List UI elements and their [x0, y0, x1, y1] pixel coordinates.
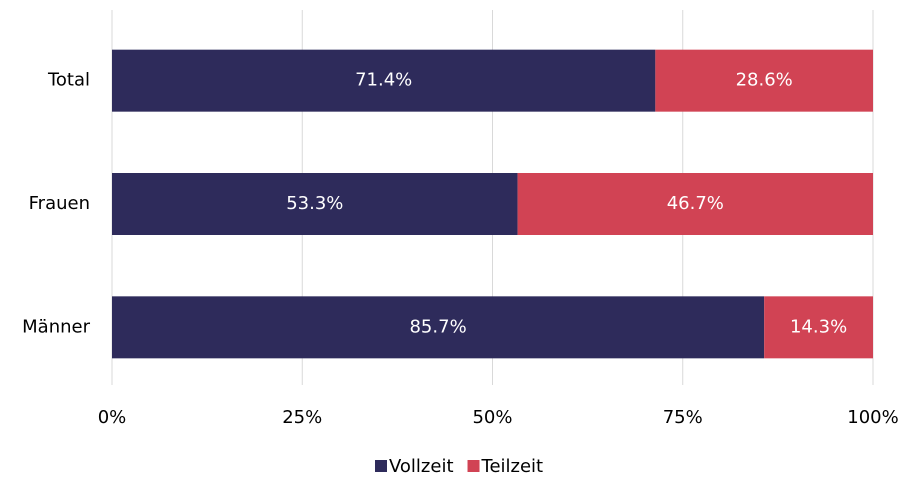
legend-swatch	[467, 460, 480, 472]
bar-segment	[655, 49, 873, 112]
bar-segment	[112, 296, 765, 359]
data-label: 53.3%	[286, 193, 343, 214]
bar-segment	[517, 173, 873, 235]
legend-swatch	[375, 460, 387, 472]
x-tick-label: 0%	[98, 407, 127, 428]
x-tick-label: 75%	[663, 407, 703, 428]
x-tick-label: 100%	[847, 407, 898, 428]
legend-label: Vollzeit	[389, 456, 454, 477]
x-tick-label: 50%	[472, 407, 512, 428]
bar-segment	[764, 296, 873, 359]
x-tick-label: 25%	[282, 407, 322, 428]
bar-segment	[112, 49, 656, 112]
y-tick-label: Total	[47, 70, 90, 91]
y-tick-label: Frauen	[29, 193, 90, 214]
bar-segment	[112, 173, 518, 235]
data-label: 14.3%	[790, 316, 847, 337]
legend-label: Teilzeit	[481, 456, 544, 477]
y-tick-label: Männer	[22, 316, 90, 337]
data-label: 46.7%	[667, 193, 724, 214]
data-label: 71.4%	[355, 70, 412, 91]
data-label: 85.7%	[409, 316, 466, 337]
data-label: 28.6%	[736, 70, 793, 91]
